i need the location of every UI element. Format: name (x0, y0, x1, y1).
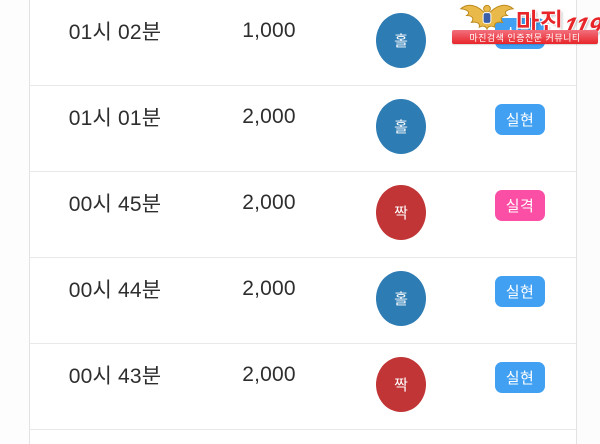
table-row: 00시 45분 2,000 짝 실격 (30, 172, 576, 258)
status-cell: 실격 (464, 172, 576, 234)
bet-time: 00시 43분 (68, 365, 162, 388)
pick-cell: 홀 (338, 258, 464, 326)
pick-cell: 짝 (338, 172, 464, 240)
bet-time: 01시 01분 (68, 107, 162, 130)
community-watermark: 마진119 마진검색 인증전문 커뮤니티 (452, 0, 600, 47)
status-badge: 실격 (494, 189, 546, 221)
status-badge: 실현 (494, 361, 546, 393)
status-cell: 실현 (464, 86, 576, 148)
right-gutter (576, 0, 600, 444)
odd-even-badge: 짝 (376, 356, 426, 412)
status-badge: 실현 (494, 275, 546, 307)
pick-cell: 홀 (338, 86, 464, 154)
eagle-emblem-icon (459, 4, 515, 31)
pick-cell: 홀 (338, 0, 464, 68)
status-cell: 실현 (464, 258, 576, 320)
history-table: 01시 02분 1,000 홀 실현 01시 01분 2,000 홀 실현 00… (30, 0, 576, 430)
bet-amount: 2,000 (242, 191, 296, 214)
bet-time: 00시 45분 (68, 193, 162, 216)
left-gutter (0, 0, 30, 444)
pick-cell: 짝 (338, 344, 464, 412)
status-badge: 실현 (494, 103, 546, 135)
status-cell: 실현 (464, 344, 576, 406)
table-row: 00시 43분 2,000 짝 실현 (30, 344, 576, 430)
bet-time: 00시 44분 (68, 279, 162, 302)
bet-amount: 2,000 (242, 363, 296, 386)
odd-even-badge: 짝 (376, 184, 426, 240)
table-row: 00시 44분 2,000 홀 실현 (30, 258, 576, 344)
bet-time: 01시 02분 (68, 21, 162, 44)
bet-amount: 2,000 (242, 277, 296, 300)
odd-even-badge: 홀 (376, 270, 426, 326)
brand-banner: 마진검색 인증전문 커뮤니티 (452, 30, 598, 44)
bet-amount: 1,000 (242, 19, 296, 42)
odd-even-badge: 홀 (376, 12, 426, 68)
bet-amount: 2,000 (242, 105, 296, 128)
odd-even-badge: 홀 (376, 98, 426, 154)
table-row: 01시 01분 2,000 홀 실현 (30, 86, 576, 172)
